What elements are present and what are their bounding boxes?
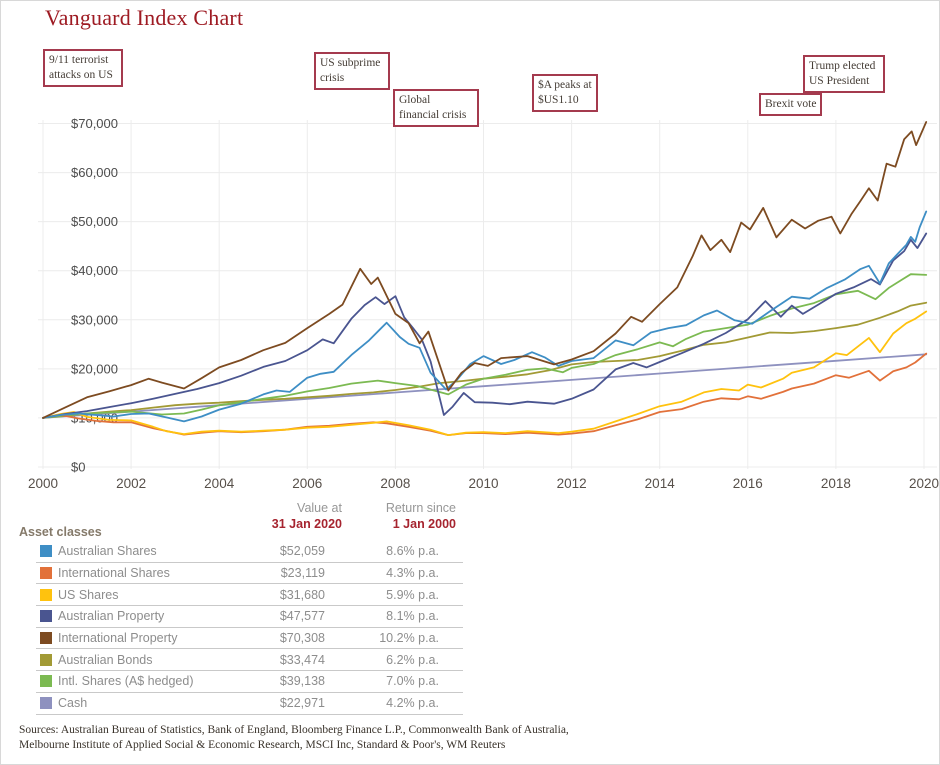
asset-name: International Property (58, 631, 178, 646)
y-axis-tick-label: $60,000 (71, 165, 118, 180)
series-color-swatch (40, 675, 52, 688)
asset-name-cell: US Shares (36, 588, 239, 602)
asset-name-cell: Cash (36, 696, 239, 710)
return-column-header: Return since 1 Jan 2000 (342, 500, 456, 540)
asset-row: Australian Property $47,577 8.1% p.a. (36, 606, 463, 628)
asset-return: 7.0% p.a. (386, 674, 439, 689)
series-line-aus_property (42, 232, 928, 419)
annotation-gfc: Global financial crisis (393, 89, 479, 127)
series-color-swatch (40, 697, 52, 710)
index-chart-svg: $0$10,000$20,000$30,000$40,000$50,000$60… (28, 116, 939, 491)
y-axis-tick-label: $70,000 (71, 116, 118, 131)
series-color-swatch (40, 632, 52, 645)
value-at-label: Value at (297, 501, 342, 515)
y-axis-tick-label: $20,000 (71, 361, 118, 376)
x-axis-tick-label: 2004 (204, 476, 235, 491)
asset-value: $39,138 (279, 674, 325, 689)
asset-value: $70,308 (279, 631, 325, 646)
series-color-swatch (40, 588, 52, 601)
asset-name: Australian Property (58, 609, 165, 624)
asset-name-cell: International Shares (36, 566, 239, 580)
series-line-aus_shares (42, 210, 928, 423)
asset-row: Australian Shares $52,059 8.6% p.a. (36, 541, 463, 563)
asset-name-cell: Australian Bonds (36, 653, 239, 667)
asset-value: $22,971 (279, 696, 325, 711)
value-column-header: Value at 31 Jan 2020 (256, 500, 342, 540)
annotation-brexit: Brexit vote (759, 93, 823, 116)
asset-row: Australian Bonds $33,474 6.2% p.a. (36, 649, 463, 672)
asset-name: US Shares (58, 587, 119, 602)
asset-name-cell: International Property (36, 631, 239, 645)
annotation-trump: Trump elected US President (803, 55, 885, 93)
series-color-swatch (40, 567, 52, 580)
series-color-swatch (40, 610, 52, 623)
asset-value: $31,680 (279, 587, 325, 602)
asset-return: 6.2% p.a. (386, 652, 439, 667)
asset-value: $33,474 (279, 652, 325, 667)
asset-name: Australian Shares (58, 544, 157, 559)
asset-return: 4.2% p.a. (386, 696, 439, 711)
x-axis-tick-label: 2000 (28, 476, 58, 491)
asset-table: Australian Shares $52,059 8.6% p.a. Interna… (36, 541, 463, 715)
y-axis-tick-label: $50,000 (71, 214, 118, 229)
x-axis-tick-label: 2018 (821, 476, 851, 491)
asset-value: $47,577 (279, 609, 325, 624)
x-axis-tick-label: 2012 (557, 476, 587, 491)
series-line-us_shares (42, 310, 928, 437)
asset-table-header: Asset classes Value at 31 Jan 2020 Retur… (19, 500, 456, 540)
asset-name-cell: Australian Property (36, 609, 239, 623)
asset-return: 8.1% p.a. (386, 609, 439, 624)
asset-name: Intl. Shares (A$ hedged) (58, 674, 194, 689)
x-axis-tick-label: 2016 (733, 476, 763, 491)
y-axis-tick-label: $30,000 (71, 312, 118, 327)
y-axis-tick-label: $0 (71, 460, 85, 475)
asset-name: Cash (58, 696, 88, 711)
sources-line-1: Sources: Australian Bureau of Statistics… (19, 724, 569, 736)
asset-name-cell: Australian Shares (36, 544, 239, 558)
asset-return: 10.2% p.a. (379, 631, 439, 646)
series-line-aus_bonds (42, 301, 928, 419)
x-axis-tick-label: 2020 (909, 476, 939, 491)
series-line-intl_hedged (42, 273, 928, 419)
return-date-label: 1 Jan 2000 (392, 517, 456, 531)
series-line-intl_shares (42, 352, 928, 437)
sources-note: Sources: Australian Bureau of Statistics… (19, 723, 619, 753)
sources-line-2: Melbourne Institute of Applied Social & … (19, 739, 506, 751)
annotation-sept11: 9/11 terrorist attacks on US (43, 49, 123, 87)
y-axis-tick-label: $40,000 (71, 263, 118, 278)
series-line-intl_property (42, 121, 928, 419)
x-axis-tick-label: 2014 (645, 476, 676, 491)
annotation-subprime: US subprime crisis (314, 52, 390, 90)
x-axis-tick-label: 2002 (116, 476, 146, 491)
asset-return: 8.6% p.a. (386, 544, 439, 559)
asset-row: Intl. Shares (A$ hedged) $39,138 7.0% p.a. (36, 671, 463, 693)
asset-return: 4.3% p.a. (386, 566, 439, 581)
return-since-label: Return since (385, 501, 456, 515)
series-line-cash (42, 353, 928, 419)
asset-row: International Property $70,308 10.2% p.a. (36, 628, 463, 650)
asset-value: $52,059 (279, 544, 325, 559)
asset-row: US Shares $31,680 5.9% p.a. (36, 584, 463, 607)
x-axis-tick-label: 2008 (380, 476, 410, 491)
x-axis-tick-label: 2010 (468, 476, 498, 491)
page-title: Vanguard Index Chart (45, 5, 244, 30)
asset-return: 5.9% p.a. (386, 587, 439, 602)
series-color-swatch (40, 653, 52, 666)
asset-name: Australian Bonds (58, 652, 153, 667)
asset-row: Cash $22,971 4.2% p.a. (36, 693, 463, 715)
x-axis-tick-label: 2006 (292, 476, 322, 491)
asset-name-cell: Intl. Shares (A$ hedged) (36, 674, 239, 688)
asset-value: $23,119 (280, 566, 325, 581)
series-color-swatch (40, 545, 52, 558)
value-date-label: 31 Jan 2020 (271, 517, 342, 531)
asset-row: International Shares $23,119 4.3% p.a. (36, 563, 463, 585)
asset-name: International Shares (58, 566, 170, 581)
annotation-a-dollar-peak: $A peaks at $US1.10 (532, 74, 598, 112)
asset-classes-label: Asset classes (19, 525, 102, 539)
